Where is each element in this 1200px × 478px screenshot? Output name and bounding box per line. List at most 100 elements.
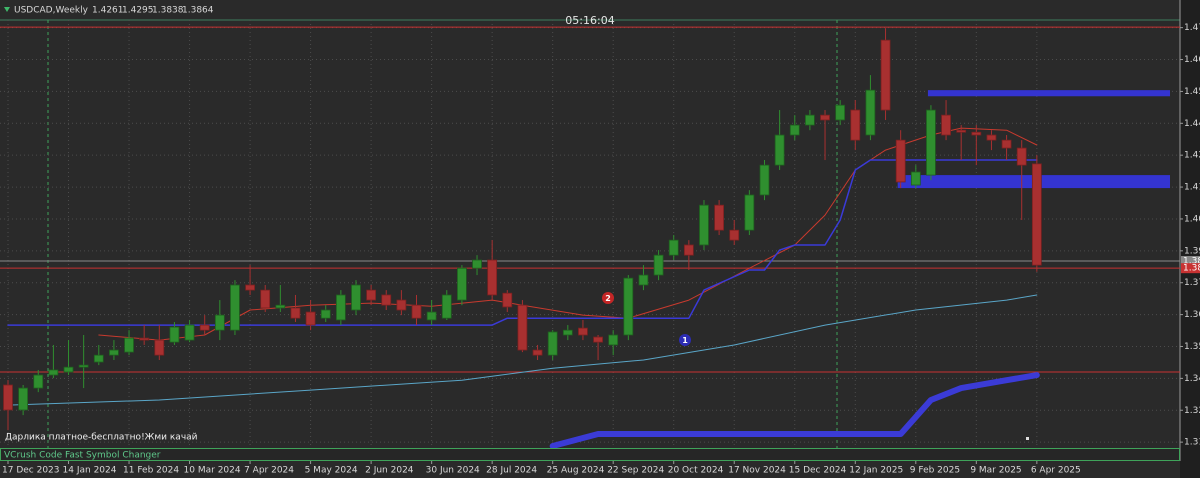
candle-body bbox=[850, 109, 861, 141]
x-tick-label: 22 Sep 2024 bbox=[607, 466, 664, 476]
candle-body bbox=[562, 329, 573, 336]
y-tick-label: 1.47 bbox=[1184, 23, 1200, 33]
candle-body bbox=[895, 139, 906, 183]
header-low: 1.3838 bbox=[152, 6, 184, 16]
candle-body bbox=[320, 309, 331, 319]
candle-body bbox=[578, 327, 588, 336]
candle-body bbox=[78, 364, 89, 368]
server-time: 05:16:04 bbox=[565, 14, 614, 27]
candle-body bbox=[956, 129, 967, 133]
price-axis-panel bbox=[1180, 0, 1200, 478]
x-tick-label: 28 Jul 2024 bbox=[486, 466, 537, 476]
candle-body bbox=[926, 109, 936, 176]
indicator-line bbox=[549, 372, 1040, 449]
candle-body bbox=[880, 39, 891, 111]
annotation: Дарлика платное-бесплатно!Жми качай bbox=[5, 433, 198, 443]
x-tick-label: 20 Oct 2024 bbox=[668, 466, 724, 476]
y-tick-label: 1.44 bbox=[1184, 119, 1200, 129]
x-tick-label: 15 Dec 2024 bbox=[789, 466, 847, 476]
candle-body bbox=[63, 366, 74, 373]
candle-body bbox=[93, 354, 104, 363]
candle-body bbox=[456, 267, 467, 301]
candle-body bbox=[547, 331, 558, 356]
candle-body bbox=[502, 292, 513, 308]
candle-body bbox=[426, 311, 437, 321]
x-tick-label: 9 Mar 2025 bbox=[970, 466, 1021, 476]
header-close: 1.3864 bbox=[182, 6, 214, 16]
candle-body bbox=[487, 259, 498, 296]
candle-body bbox=[744, 194, 755, 231]
x-tick-label: 14 Jan 2024 bbox=[63, 466, 117, 476]
candle-body bbox=[865, 89, 876, 136]
candle-body bbox=[411, 304, 422, 319]
candle-body bbox=[18, 387, 29, 411]
candle-body bbox=[820, 114, 830, 121]
candle-body bbox=[714, 204, 725, 231]
candle-body bbox=[668, 239, 679, 256]
y-tick-label: 1.37 bbox=[1184, 278, 1200, 288]
y-tick-label: 1.31 bbox=[1184, 438, 1200, 448]
candle-body bbox=[653, 254, 664, 276]
candle-body bbox=[472, 259, 482, 269]
plot: 12 bbox=[0, 26, 1180, 449]
collapse-icon[interactable] bbox=[4, 7, 10, 12]
candle-body bbox=[230, 284, 240, 331]
x-tick-label: 25 Aug 2024 bbox=[547, 466, 605, 476]
candle-body bbox=[305, 311, 316, 326]
y-tick-label: 1.42 bbox=[1184, 151, 1200, 161]
dot bbox=[1026, 437, 1029, 440]
candle-body bbox=[941, 114, 951, 136]
y-tick-label: 1.40 bbox=[1184, 214, 1200, 224]
y-tick-label: 1.41 bbox=[1184, 183, 1200, 193]
header-open: 1.4261 bbox=[92, 6, 124, 16]
candle-body bbox=[804, 114, 815, 126]
y-tick-label: 1.46 bbox=[1184, 55, 1200, 65]
panel-label[interactable]: VCrush Code Fast Symbol Changer bbox=[4, 451, 161, 461]
candle-body bbox=[184, 324, 195, 341]
candle-body bbox=[396, 299, 407, 311]
candle-body bbox=[759, 164, 770, 196]
grid bbox=[0, 20, 1180, 448]
candle-body bbox=[124, 337, 134, 353]
candle-body bbox=[109, 349, 119, 356]
candle-body bbox=[532, 349, 543, 356]
candle-body bbox=[1031, 163, 1042, 266]
candle-body bbox=[169, 326, 180, 343]
candle-body bbox=[623, 277, 634, 336]
price-box-label: 1.38 bbox=[1183, 264, 1200, 274]
candle-body bbox=[351, 284, 361, 311]
candle-body bbox=[1016, 147, 1027, 166]
candle-body bbox=[638, 274, 649, 286]
marker bbox=[679, 334, 691, 346]
candle-body bbox=[971, 131, 982, 136]
y-tick-label: 1.32 bbox=[1184, 406, 1200, 416]
candle-body bbox=[366, 289, 377, 301]
indicator-line bbox=[7, 159, 1038, 326]
x-tick-label: 6 Apr 2025 bbox=[1031, 466, 1081, 476]
x-tick-label: 12 Jan 2025 bbox=[849, 466, 903, 476]
candle-body bbox=[214, 314, 225, 331]
x-tick-label: 2 Jun 2024 bbox=[365, 466, 414, 476]
candle-body bbox=[910, 171, 921, 186]
y-tick-label: 1.45 bbox=[1184, 87, 1200, 97]
price-box-label: 1.38 bbox=[1183, 257, 1200, 267]
marker-label: 2 bbox=[605, 294, 611, 303]
candle-body bbox=[441, 294, 452, 319]
x-tick-label: 10 Mar 2024 bbox=[184, 466, 241, 476]
x-tick-label: 9 Feb 2025 bbox=[910, 466, 960, 476]
symbol-title: USDCAD,Weekly bbox=[14, 6, 89, 16]
candle-body bbox=[1001, 139, 1012, 149]
y-tick-label: 1.36 bbox=[1184, 310, 1200, 320]
candle-body bbox=[381, 294, 392, 306]
candle-body bbox=[789, 124, 800, 136]
candle-body bbox=[593, 336, 603, 343]
header-high: 1.4295 bbox=[122, 6, 154, 16]
x-tick-label: 30 Jun 2024 bbox=[426, 466, 480, 476]
candle-body bbox=[154, 339, 165, 356]
y-tick-label: 1.35 bbox=[1184, 342, 1200, 352]
candle-body bbox=[33, 374, 44, 389]
x-tick-label: 17 Nov 2024 bbox=[728, 466, 786, 476]
